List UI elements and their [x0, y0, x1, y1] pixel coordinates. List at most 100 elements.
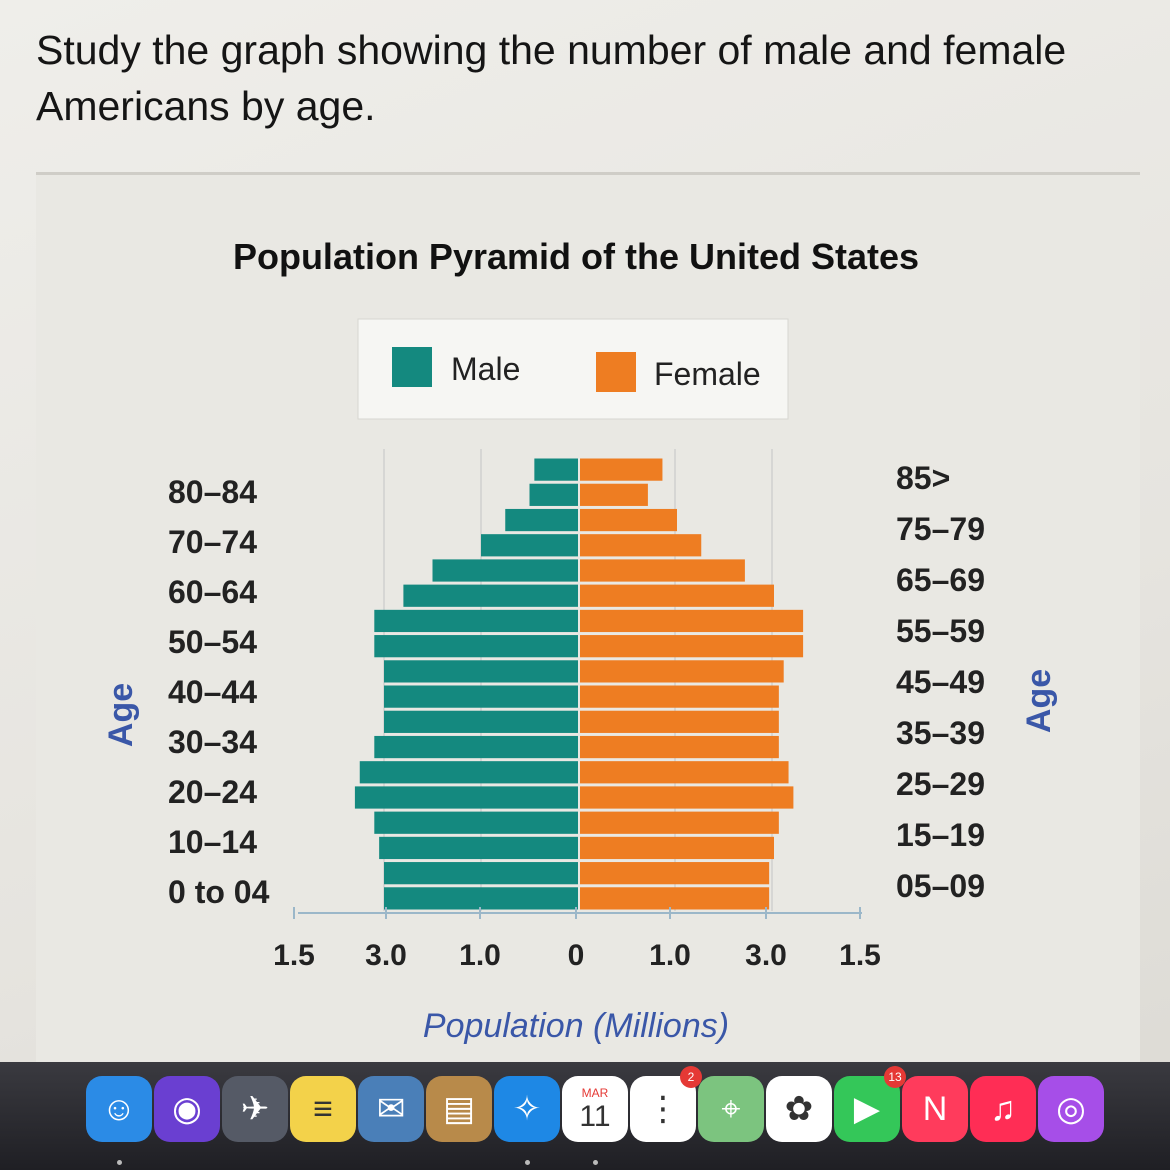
bar-male-85+ [534, 458, 578, 481]
bars [354, 458, 804, 910]
x-tick-label: 0 [568, 939, 585, 972]
x-tick-label: 1.0 [459, 939, 501, 972]
age-label-left: 30–34 [168, 724, 257, 760]
age-label-right: 15–19 [896, 817, 985, 853]
age-label-right: 85> [896, 460, 950, 496]
legend-label-male: Male [451, 351, 520, 387]
question-text: Study the graph showing the number of ma… [36, 27, 1067, 129]
bar-female-5–9 [580, 862, 770, 885]
y-axis-label-left: Age [102, 683, 140, 747]
y-axis-label-right: Age [1020, 669, 1058, 733]
reminders-badge: 2 [680, 1066, 702, 1088]
bar-male-45–49 [384, 660, 578, 683]
reminders-icon[interactable]: ⋮ [630, 1076, 696, 1142]
bar-male-30–34 [374, 735, 578, 759]
bar-female-25–29 [580, 761, 789, 784]
running-indicator [525, 1160, 530, 1165]
x-axis: 1.5 3.0 1.0 0 1.0 3.0 1.5 [273, 907, 881, 972]
age-label-left: 0 to 04 [168, 874, 270, 910]
age-label-right: 55–59 [896, 613, 985, 649]
notes-icon[interactable]: ≡ [290, 1076, 356, 1142]
running-indicator [117, 1160, 122, 1165]
age-label-left: 20–24 [168, 774, 257, 810]
mail-icon[interactable]: ✉ [358, 1076, 424, 1142]
bar-female-60–64 [580, 584, 774, 607]
age-label-left: 10–14 [168, 824, 257, 860]
running-indicator [593, 1160, 598, 1165]
bar-female-45–49 [580, 660, 784, 683]
age-label-left: 80–84 [168, 474, 257, 510]
bar-male-65–69 [432, 559, 578, 582]
facetime-badge: 13 [884, 1066, 906, 1088]
bar-female-80–84 [580, 483, 648, 506]
contacts-icon[interactable]: ▤ [426, 1076, 492, 1142]
bar-male-15–19 [374, 811, 578, 834]
bar-female-0–4 [580, 887, 770, 910]
bar-male-40–44 [384, 685, 578, 708]
age-label-right: 25–29 [896, 766, 985, 802]
legend-swatch-female [596, 352, 636, 392]
age-label-right: 05–09 [896, 868, 985, 904]
bar-female-10–14 [580, 836, 774, 860]
launchpad-icon[interactable]: ✈ [222, 1076, 288, 1142]
legend-label-female: Female [654, 356, 761, 392]
age-label-left: 40–44 [168, 674, 257, 710]
bar-female-30–34 [580, 735, 779, 759]
age-label-left: 60–64 [168, 574, 257, 610]
bar-male-80–84 [529, 483, 578, 506]
x-axis-label: Population (Millions) [423, 1007, 729, 1045]
facetime-icon[interactable]: ▶ [834, 1076, 900, 1142]
left-age-labels: 80–84 70–74 60–64 50–54 40–44 30–34 20–24 10–14… [168, 474, 270, 910]
bar-male-25–29 [359, 761, 578, 784]
bar-male-10–14 [379, 836, 578, 860]
siri-icon[interactable]: ◉ [154, 1076, 220, 1142]
legend: Male Female [357, 318, 789, 420]
bar-male-20–24 [354, 786, 578, 809]
x-tick-label: 1.5 [839, 939, 881, 972]
bar-male-75–79 [505, 508, 578, 532]
age-label-left: 50–54 [168, 624, 257, 660]
bar-male-55–59 [374, 609, 578, 633]
music-icon[interactable]: ♫ [970, 1076, 1036, 1142]
bar-male-50–54 [374, 635, 578, 658]
bar-female-15–19 [580, 811, 779, 834]
calendar-month: MAR [581, 1086, 609, 1100]
population-pyramid-chart: Population Pyramid of the United States … [102, 236, 1058, 1045]
bar-male-35–39 [384, 710, 578, 733]
bar-male-70–74 [481, 534, 578, 557]
age-label-left: 70–74 [168, 524, 257, 560]
bar-female-65–69 [580, 559, 745, 582]
x-tick-label: 1.5 [273, 939, 315, 972]
age-label-right: 75–79 [896, 511, 985, 547]
bar-female-55–59 [580, 609, 804, 633]
x-tick-label: 3.0 [365, 939, 407, 972]
right-age-labels: 85> 75–79 65–69 55–59 45–49 35–39 25–29 15–19 05… [896, 460, 985, 904]
bar-male-60–64 [403, 584, 578, 607]
bar-male-0–4 [384, 887, 578, 910]
age-label-right: 45–49 [896, 664, 985, 700]
macos-dock: ☺ ◉ ✈ ≡ ✉ ▤ ✧ MAR 11 ⋮ 2 ⌖ ✿ ▶ 13 N ♫ ◎ [0, 1062, 1170, 1170]
bar-female-35–39 [580, 710, 779, 733]
bar-female-75–79 [580, 508, 677, 532]
bar-female-85+ [580, 458, 663, 481]
news-icon[interactable]: N [902, 1076, 968, 1142]
calendar-icon[interactable]: MAR 11 [562, 1076, 628, 1142]
podcasts-icon[interactable]: ◎ [1038, 1076, 1104, 1142]
maps-icon[interactable]: ⌖ [698, 1076, 764, 1142]
finder-icon[interactable]: ☺ [86, 1076, 152, 1142]
bar-female-40–44 [580, 685, 779, 708]
bar-female-20–24 [580, 786, 794, 809]
chart-title: Population Pyramid of the United States [233, 236, 919, 277]
x-tick-label: 3.0 [745, 939, 787, 972]
calendar-day: 11 [579, 1100, 611, 1133]
x-tick-label: 1.0 [649, 939, 691, 972]
bar-female-70–74 [580, 534, 702, 557]
legend-swatch-male [392, 347, 432, 387]
bar-female-50–54 [580, 635, 804, 658]
chart-panel: Population Pyramid of the United States … [36, 172, 1140, 1065]
age-label-right: 35–39 [896, 715, 985, 751]
safari-icon[interactable]: ✧ [494, 1076, 560, 1142]
bar-male-5–9 [384, 862, 578, 885]
photos-icon[interactable]: ✿ [766, 1076, 832, 1142]
age-label-right: 65–69 [896, 562, 985, 598]
